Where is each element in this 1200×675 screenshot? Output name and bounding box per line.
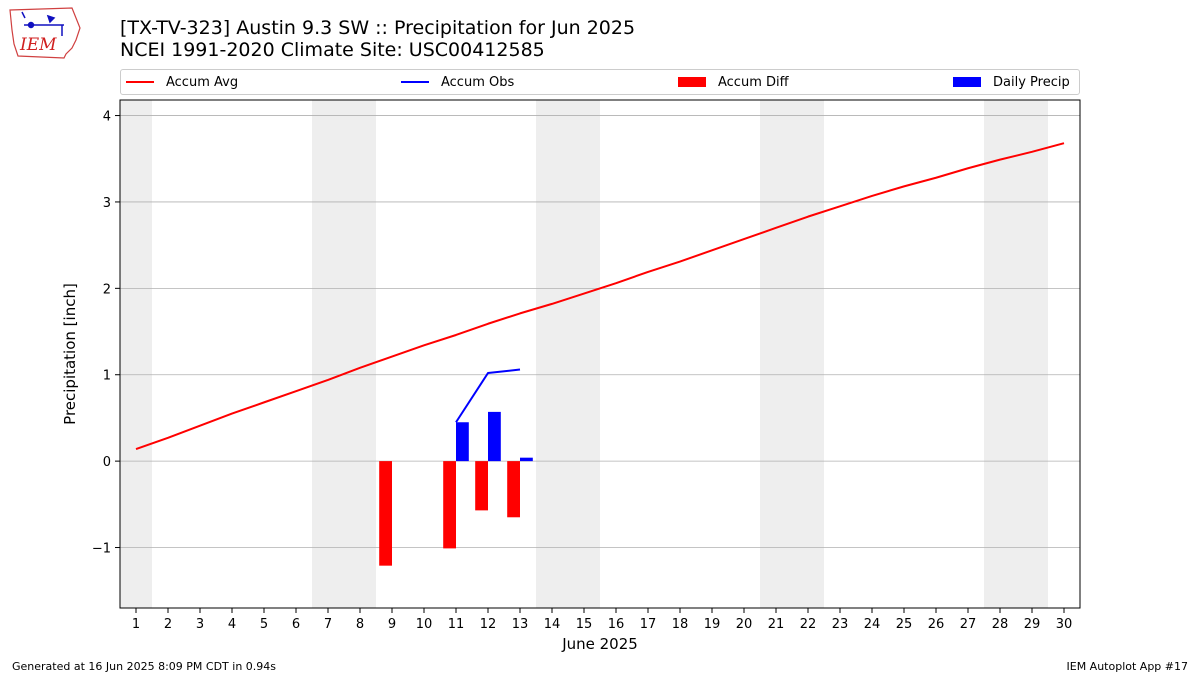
x-tick-label: 18 [672,617,689,632]
x-tick-label: 17 [640,617,657,632]
accum-obs-line [455,368,521,423]
x-tick-label: 13 [512,617,529,632]
x-tick-label: 29 [1024,617,1041,632]
weekend-band-4 [984,100,1048,608]
y-tick-label: 2 [103,282,111,297]
x-tick-label: 15 [576,617,593,632]
legend-label-daily-precip: Daily Precip [993,74,1070,90]
legend-item-accum-obs: Accum Obs [401,73,514,91]
x-tick-label: 5 [260,617,268,632]
iem-logo: IEM [9,7,81,59]
legend-swatch-accum-avg [126,81,154,83]
daily-precip-bar-day-13 [520,457,533,462]
y-axis-label: Precipitation [inch] [61,283,79,425]
x-tick-label: 20 [736,617,753,632]
daily-precip-bar-day-12 [488,411,501,462]
chart-subtitle: NCEI 1991-2020 Climate Site: USC00412585 [120,39,545,61]
x-tick-label: 28 [992,617,1009,632]
y-tick-label: 4 [103,110,111,125]
weekend-band-2 [536,100,600,608]
chart-legend: Accum Avg Accum Obs Accum Diff Daily Pre… [120,69,1080,95]
accum-diff-bar-day-13 [507,461,520,518]
x-tick-label: 10 [416,617,433,632]
line-marks [135,142,1065,450]
weekend-band-0 [120,100,152,608]
x-tick-label: 12 [480,617,497,632]
x-tick-label: 8 [356,617,364,632]
legend-swatch-daily-precip [953,77,981,87]
x-tick-label: 11 [448,617,465,632]
x-tick-label: 30 [1056,617,1073,632]
x-tick-label: 14 [544,617,561,632]
footer-app-text: IEM Autoplot App #17 [1066,660,1189,673]
x-tick-label: 19 [704,617,721,632]
x-axis-ticks: 1 2 3 4 5 6 7 8 9 10 11 12 13 14 15 16 17 18 19 20 21 22 23 24 2… [132,608,1072,632]
y-tick-label: 0 [103,455,111,470]
x-tick-label: 6 [292,617,300,632]
x-tick-label: 9 [388,617,396,632]
x-tick-label: 4 [228,617,236,632]
accum-diff-bar-day-12 [475,461,488,511]
y-tick-label: 3 [103,196,111,211]
legend-item-accum-diff: Accum Diff [678,73,789,91]
weather-station-icon [21,11,64,36]
legend-label-accum-obs: Accum Obs [441,74,515,90]
legend-item-daily-precip: Daily Precip [953,73,1070,91]
y-tick-label: 1 [103,369,111,384]
x-tick-label: 25 [896,617,913,632]
weekend-band-1 [312,100,376,608]
x-tick-label: 3 [196,617,204,632]
legend-label-accum-diff: Accum Diff [718,74,789,90]
logo-text: IEM [19,35,57,55]
iowa-outline-icon [9,7,81,59]
weekend-band-3 [760,100,824,608]
bar-marks [379,411,533,566]
x-tick-label: 23 [832,617,849,632]
x-axis-label: June 2025 [561,635,638,653]
accum-diff-bar-day-11 [443,461,456,549]
y-gridlines [120,115,1080,548]
accum-avg-line [135,142,1065,450]
y-axis-ticks: −1 0 1 2 3 4 [92,110,120,557]
chart-title: [TX-TV-323] Austin 9.3 SW :: Precipitati… [120,17,636,39]
daily-precip-bar-day-11 [456,422,469,462]
x-tick-label: 24 [864,617,881,632]
x-tick-label: 26 [928,617,945,632]
x-tick-label: 27 [960,617,977,632]
x-tick-label: 16 [608,617,625,632]
y-tick-label: −1 [92,542,111,557]
x-tick-label: 1 [132,617,140,632]
legend-swatch-accum-diff [678,77,706,87]
footer-generated-text: Generated at 16 Jun 2025 8:09 PM CDT in … [12,660,277,673]
legend-item-accum-avg: Accum Avg [126,73,238,91]
x-tick-label: 7 [324,617,332,632]
x-tick-label: 22 [800,617,817,632]
accum-diff-bar-day-9 [379,461,392,566]
weekend-shading [120,100,1048,608]
legend-label-accum-avg: Accum Avg [166,74,239,90]
legend-swatch-accum-obs [401,81,429,83]
plot-frame [119,99,1081,609]
x-tick-label: 21 [768,617,785,632]
x-tick-label: 2 [164,617,172,632]
